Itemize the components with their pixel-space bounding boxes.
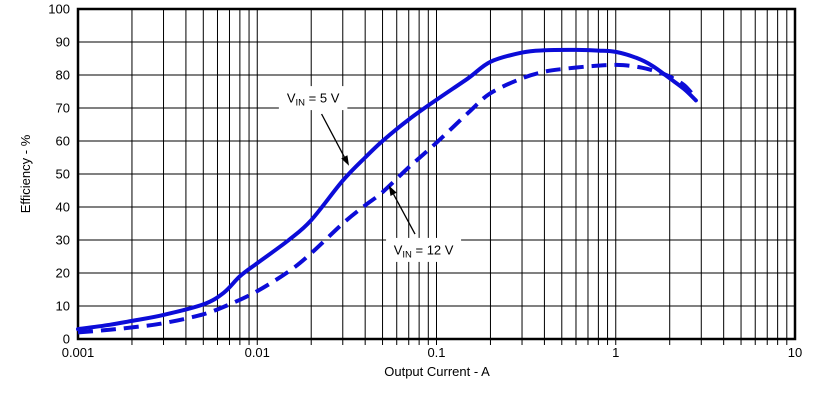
annotation-label-background — [386, 237, 462, 262]
annotation-arrowhead — [341, 155, 350, 166]
y-tick-label: 60 — [56, 134, 70, 149]
x-tick-label: 10 — [788, 345, 802, 360]
series-curve-vin-12-v — [77, 62, 696, 335]
y-tick-label: 100 — [48, 2, 70, 17]
annotation-arrowhead — [388, 185, 397, 197]
x-tick-label: 0.1 — [427, 345, 445, 360]
y-tick-label: 50 — [56, 167, 70, 182]
series-curve-vin-5-v — [76, 47, 698, 332]
annotation-label: VIN = 5 V — [287, 91, 340, 109]
x-axis-title: Output Current - A — [384, 364, 490, 379]
x-tick-label: 1 — [612, 345, 619, 360]
y-tick-label: 20 — [56, 266, 70, 281]
y-tick-label: 0 — [63, 332, 70, 347]
y-axis-title: Efficiency - % — [18, 134, 33, 213]
y-tick-label: 10 — [56, 299, 70, 314]
x-tick-label: 0.001 — [62, 345, 95, 360]
annotation-label-background — [278, 86, 348, 111]
annotation-arrow-line — [392, 194, 416, 235]
y-tick-label: 40 — [56, 200, 70, 215]
plot-border — [76, 7, 797, 341]
annotation-arrow-line — [320, 113, 345, 158]
y-tick-label: 80 — [56, 68, 70, 83]
annotation-label: VIN = 12 V — [394, 242, 454, 260]
x-tick-label: 0.01 — [245, 345, 270, 360]
y-tick-label: 90 — [56, 35, 70, 50]
y-tick-label: 30 — [56, 233, 70, 248]
y-tick-label: 70 — [56, 101, 70, 116]
